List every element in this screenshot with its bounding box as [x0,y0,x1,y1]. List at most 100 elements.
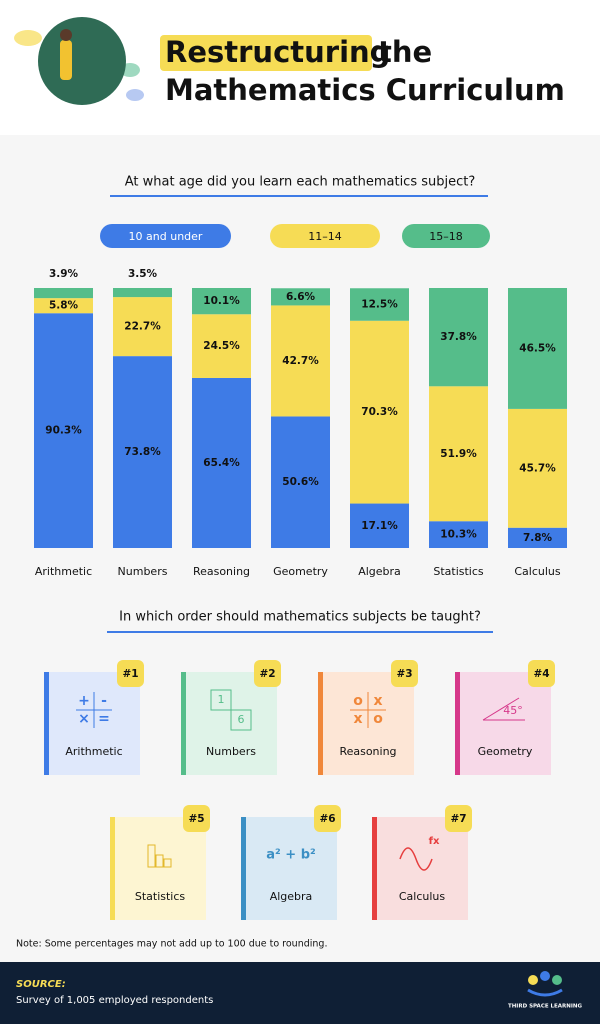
title: Mathematics Curriculum [165,73,565,107]
logo-mark [528,975,538,985]
rank-badge [183,805,210,832]
value-label: 45.7% [519,462,556,474]
value-label: 3.5% [128,268,158,280]
icon-symbol: × [78,711,90,727]
legend-swatch [402,224,490,248]
icon-symbol: - [101,693,107,709]
bar-segment [350,288,409,321]
card-stripe [318,672,323,775]
value-label: 51.9% [440,448,477,460]
value-label: 24.5% [203,340,240,352]
rank-badge [254,660,281,687]
underline [110,195,488,197]
rank-badge [445,805,472,832]
value-label: 37.8% [440,331,477,343]
bar-segment [34,313,93,548]
value-label: 50.6% [282,476,319,488]
value-label: 3.9% [49,268,79,280]
card [372,817,468,920]
card [44,672,140,775]
rank: #6 [319,813,335,825]
value-label: 42.7% [282,355,319,367]
icon-symbol: x [373,693,382,709]
card-label: Algebra [270,890,313,903]
card-label: Numbers [206,745,256,758]
bar-segment [508,288,567,409]
source-text: Survey of 1,005 employed respondents [16,995,213,1006]
icon-symbol: a² + b² [266,848,315,863]
bar-segment [271,305,330,417]
decor [126,89,144,101]
legend-label: 15–18 [429,230,463,243]
bar-segment [429,386,488,522]
bar-segment [429,288,488,387]
logo-text: THIRD SPACE LEARNING [508,1004,583,1010]
photo-figure [60,29,72,41]
x-tick-label: Algebra [358,565,401,578]
photo [38,17,126,105]
section-title: In which order should mathematics subjec… [119,610,481,625]
rank-badge [117,660,144,687]
legend-label: 11–14 [308,230,342,243]
icon-symbol: = [98,711,110,727]
card [241,817,337,920]
value-label: 65.4% [203,457,240,469]
icon-wave [399,847,433,871]
value-label: 73.8% [124,446,161,458]
bar-segment [34,288,93,299]
source-label: SOURCE: [16,979,66,990]
card-stripe [181,672,186,775]
chart-title: At what age did you learn each mathemati… [125,175,476,190]
bar-segment [508,527,567,548]
icon-symbol: 45° [503,704,523,717]
value-label: 22.7% [124,321,161,333]
value-label: 10.3% [440,529,477,541]
rank: #7 [450,813,466,825]
value-label: 7.8% [523,532,553,544]
icon-angle [482,697,525,721]
underline [107,631,493,633]
card-stripe [44,672,49,775]
x-tick-label: Geometry [273,565,328,578]
value-label: 70.3% [361,406,398,418]
icon-symbol: o [353,693,363,709]
bar-segment [113,356,172,548]
bar-segment [271,288,330,306]
decor [14,30,42,46]
icon-box [230,709,252,731]
bar-segment [192,288,251,315]
note: Note: Some percentages may not add up to… [16,939,327,950]
value-label: 90.3% [45,425,82,437]
icon-bar [147,844,156,868]
bar-segment [508,408,567,528]
bar-segment [350,503,409,548]
value-label: 6.6% [286,291,316,303]
card-label: Geometry [478,745,533,758]
card-label: Calculus [399,890,446,903]
card-stripe [372,817,377,920]
icon-symbol: fx [429,836,440,847]
card-stripe [110,817,115,920]
bar-segment [350,320,409,504]
card [181,672,277,775]
legend-label: 10 and under [129,230,203,243]
footer [0,962,600,1024]
bar-segment [192,377,251,548]
photo-figure [60,40,72,80]
legend-swatch [270,224,380,248]
x-tick-label: Statistics [433,565,484,578]
icon-symbol: 6 [238,713,245,726]
bar-segment [429,521,488,548]
card-stripe [455,672,460,775]
legend-swatch [100,224,231,248]
icon-bar [163,858,172,868]
rank-badge [528,660,555,687]
rank: #5 [188,813,204,825]
card-label: Arithmetic [65,745,122,758]
value-label: 17.1% [361,520,398,532]
logo-mark [552,975,562,985]
title-highlight [160,35,372,71]
icon-symbol: o [373,711,383,727]
value-label: 46.5% [519,342,556,354]
value-label: 12.5% [361,299,398,311]
